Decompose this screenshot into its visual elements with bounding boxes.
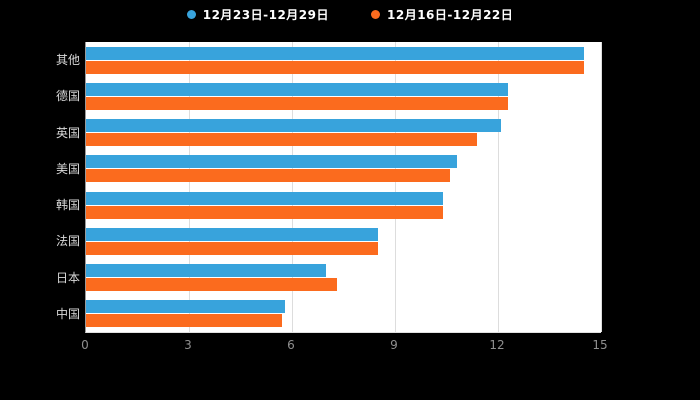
category-label: 日本 <box>55 270 80 285</box>
gridline <box>292 42 293 332</box>
bar-其他-series-1[interactable] <box>86 60 584 74</box>
x-tick-label: 0 <box>81 338 89 352</box>
bar-韩国-series-0[interactable] <box>86 191 444 205</box>
category-label: 法国 <box>55 234 80 249</box>
bar-英国-series-1[interactable] <box>86 133 478 147</box>
legend-item-0[interactable]: 12月23日-12月29日 <box>186 6 329 23</box>
bar-中国-series-1[interactable] <box>86 314 282 328</box>
legend-marker-icon <box>186 10 196 19</box>
bar-法国-series-1[interactable] <box>86 241 378 255</box>
bar-法国-series-0[interactable] <box>86 227 378 241</box>
category-label: 其他 <box>55 53 80 68</box>
bar-德国-series-0[interactable] <box>86 82 509 96</box>
gridline <box>189 42 190 332</box>
gridline <box>601 42 602 332</box>
gridline <box>498 42 499 332</box>
category-label: 英国 <box>55 125 80 140</box>
chart-legend: 12月23日-12月29日 12月16日-12月22日 <box>0 6 700 23</box>
legend-label: 12月23日-12月29日 <box>202 8 329 22</box>
plot-area <box>85 42 602 333</box>
legend-item-1[interactable]: 12月16日-12月22日 <box>371 6 513 23</box>
gridline <box>395 42 396 332</box>
category-label: 中国 <box>55 306 80 321</box>
bar-中国-series-0[interactable] <box>86 300 286 314</box>
bar-德国-series-1[interactable] <box>86 96 509 110</box>
bar-其他-series-0[interactable] <box>86 46 584 60</box>
x-tick-label: 9 <box>390 338 398 352</box>
x-tick-label: 12 <box>489 338 505 352</box>
bar-美国-series-0[interactable] <box>86 155 457 169</box>
legend-label: 12月16日-12月22日 <box>387 8 514 22</box>
category-label: 韩国 <box>55 198 80 213</box>
legend-marker-icon <box>371 10 380 19</box>
x-tick-label: 6 <box>287 338 295 352</box>
category-label: 美国 <box>55 161 80 176</box>
x-tick-label: 15 <box>592 338 608 352</box>
x-tick-label: 3 <box>184 338 192 352</box>
bar-英国-series-0[interactable] <box>86 119 502 133</box>
bar-美国-series-1[interactable] <box>86 169 450 183</box>
bar-日本-series-0[interactable] <box>86 264 327 278</box>
bar-日本-series-1[interactable] <box>86 278 337 292</box>
bar-韩国-series-1[interactable] <box>86 205 444 219</box>
category-label: 德国 <box>55 89 80 104</box>
